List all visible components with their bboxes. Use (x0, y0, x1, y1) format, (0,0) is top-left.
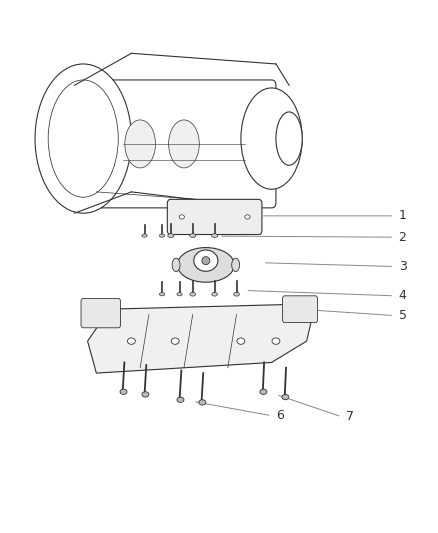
Text: 5: 5 (399, 309, 406, 322)
Ellipse shape (48, 80, 118, 197)
Ellipse shape (172, 258, 180, 272)
Ellipse shape (177, 397, 184, 402)
Ellipse shape (171, 338, 179, 344)
FancyBboxPatch shape (167, 199, 262, 235)
Ellipse shape (245, 215, 250, 219)
Ellipse shape (142, 234, 147, 237)
Ellipse shape (202, 257, 210, 265)
Ellipse shape (168, 233, 174, 237)
Ellipse shape (169, 120, 199, 168)
Text: 6: 6 (276, 409, 284, 422)
Text: 7: 7 (346, 410, 354, 423)
Ellipse shape (199, 400, 206, 405)
Ellipse shape (127, 338, 135, 344)
Ellipse shape (142, 392, 149, 397)
Ellipse shape (35, 64, 131, 213)
Ellipse shape (212, 292, 217, 296)
Ellipse shape (234, 292, 239, 296)
Ellipse shape (241, 88, 302, 189)
Ellipse shape (260, 389, 267, 394)
Ellipse shape (120, 389, 127, 394)
Ellipse shape (212, 233, 218, 237)
Ellipse shape (232, 258, 240, 272)
Ellipse shape (125, 120, 155, 168)
Text: 4: 4 (399, 289, 406, 302)
Ellipse shape (272, 338, 280, 344)
Ellipse shape (276, 112, 302, 165)
FancyBboxPatch shape (283, 296, 318, 322)
Text: 3: 3 (399, 260, 406, 273)
Text: 1: 1 (399, 209, 406, 222)
Ellipse shape (179, 215, 184, 219)
Text: 2: 2 (399, 231, 406, 244)
Ellipse shape (177, 247, 234, 282)
Ellipse shape (159, 234, 165, 237)
Ellipse shape (190, 233, 196, 237)
FancyBboxPatch shape (70, 80, 276, 208)
Ellipse shape (190, 292, 195, 296)
Ellipse shape (282, 394, 289, 400)
FancyBboxPatch shape (81, 298, 120, 328)
Ellipse shape (194, 250, 218, 271)
Ellipse shape (237, 338, 245, 344)
Ellipse shape (159, 293, 165, 296)
Ellipse shape (177, 293, 182, 296)
Polygon shape (88, 304, 315, 373)
